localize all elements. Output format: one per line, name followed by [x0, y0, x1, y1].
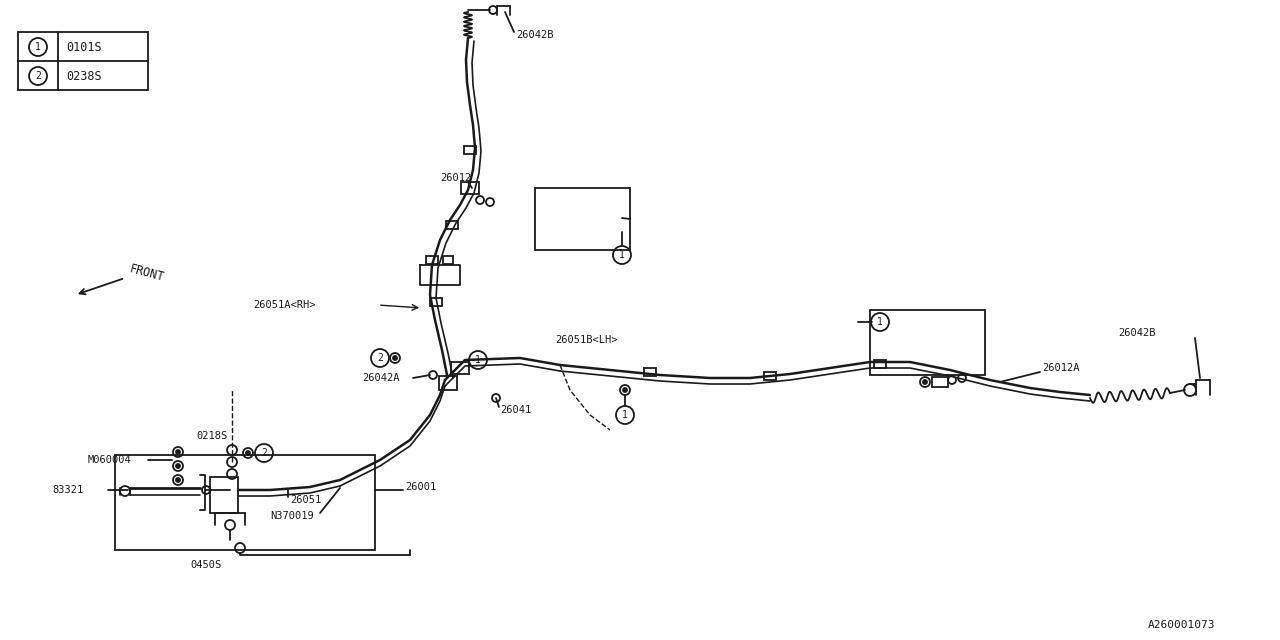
Bar: [445, 221, 458, 229]
Bar: [535, 188, 630, 250]
Bar: [18, 32, 148, 90]
Circle shape: [923, 380, 927, 384]
Text: 26051A<RH>: 26051A<RH>: [253, 300, 315, 310]
Circle shape: [177, 464, 180, 468]
Bar: [461, 182, 479, 194]
Bar: [439, 376, 457, 390]
Bar: [870, 310, 986, 375]
Text: 26012A: 26012A: [1042, 363, 1079, 373]
Text: 2: 2: [261, 448, 268, 458]
Bar: [451, 362, 468, 374]
Text: A260001073: A260001073: [1148, 620, 1216, 630]
Text: 26042A: 26042A: [362, 373, 399, 383]
Text: 0218S: 0218S: [196, 431, 228, 441]
Bar: [932, 377, 948, 387]
Text: 1: 1: [475, 355, 481, 365]
Text: 0101S: 0101S: [67, 40, 101, 54]
Text: M060004: M060004: [88, 455, 132, 465]
Bar: [764, 372, 776, 380]
Circle shape: [177, 450, 180, 454]
Bar: [644, 368, 657, 376]
Circle shape: [393, 356, 397, 360]
Text: N370019: N370019: [270, 511, 314, 521]
Bar: [430, 298, 442, 306]
Text: 2: 2: [35, 71, 41, 81]
Text: FRONT: FRONT: [128, 262, 166, 284]
Text: 26042B: 26042B: [1117, 328, 1156, 338]
Text: 26001: 26001: [404, 482, 436, 492]
Text: 26041: 26041: [500, 405, 531, 415]
Text: 26042B: 26042B: [516, 30, 553, 40]
Bar: [210, 477, 238, 513]
Circle shape: [623, 388, 627, 392]
Bar: [426, 256, 438, 264]
Text: 1: 1: [35, 42, 41, 52]
Text: 1: 1: [620, 250, 625, 260]
Text: 26051B<LH>: 26051B<LH>: [556, 335, 617, 345]
Circle shape: [246, 451, 250, 455]
Text: 1: 1: [622, 410, 628, 420]
Bar: [443, 256, 453, 264]
Text: 2: 2: [378, 353, 383, 363]
Bar: [115, 455, 375, 550]
Bar: [874, 360, 886, 368]
Text: 26012: 26012: [440, 173, 471, 183]
Text: 0450S: 0450S: [189, 560, 221, 570]
Bar: [465, 146, 476, 154]
Text: 26051: 26051: [291, 495, 321, 505]
Text: 83321: 83321: [52, 485, 83, 495]
Text: 1: 1: [877, 317, 883, 327]
Circle shape: [177, 478, 180, 482]
Text: 0238S: 0238S: [67, 70, 101, 83]
